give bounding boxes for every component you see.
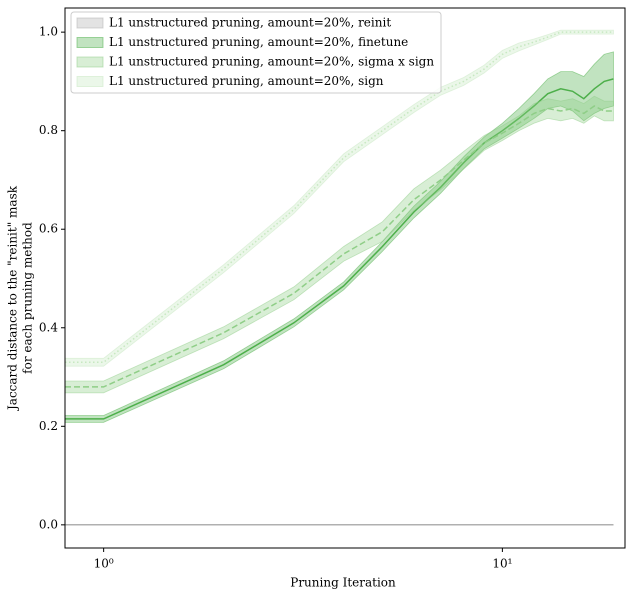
legend-label: L1 unstructured pruning, amount=20%, sig…: [109, 74, 384, 88]
legend-swatch: [76, 56, 104, 68]
y-tick-label: 1.0: [39, 25, 58, 39]
x-tick-label: 10⁰: [94, 557, 114, 571]
legend-swatch: [76, 37, 104, 48]
x-tick-label: 10¹: [492, 557, 512, 571]
legend-label: L1 unstructured pruning, amount=20%, sig…: [109, 55, 434, 69]
y-axis-label: for each pruning method: [21, 222, 35, 374]
plot-frame: [64, 7, 626, 549]
legend-swatch: [76, 17, 104, 29]
legend-box: [70, 11, 442, 94]
y-tick-label: 0.2: [39, 419, 58, 433]
legend-swatch: [76, 76, 104, 87]
legend-label: L1 unstructured pruning, amount=20%, rei…: [109, 16, 391, 30]
line: [65, 78, 614, 420]
line: [65, 31, 614, 364]
legend-label: L1 unstructured pruning, amount=20%, fin…: [109, 35, 408, 49]
y-tick-label: 0.4: [39, 320, 58, 334]
x-axis-label: Pruning Iteration: [290, 576, 396, 590]
line: [65, 105, 614, 388]
y-axis-label: Jaccard distance to the "reinit" mask: [6, 185, 20, 412]
error-band: [64, 95, 614, 394]
y-tick-label: 0.8: [39, 123, 58, 137]
y-tick-label: 0.0: [39, 517, 58, 531]
y-tick-label: 0.6: [39, 222, 58, 236]
